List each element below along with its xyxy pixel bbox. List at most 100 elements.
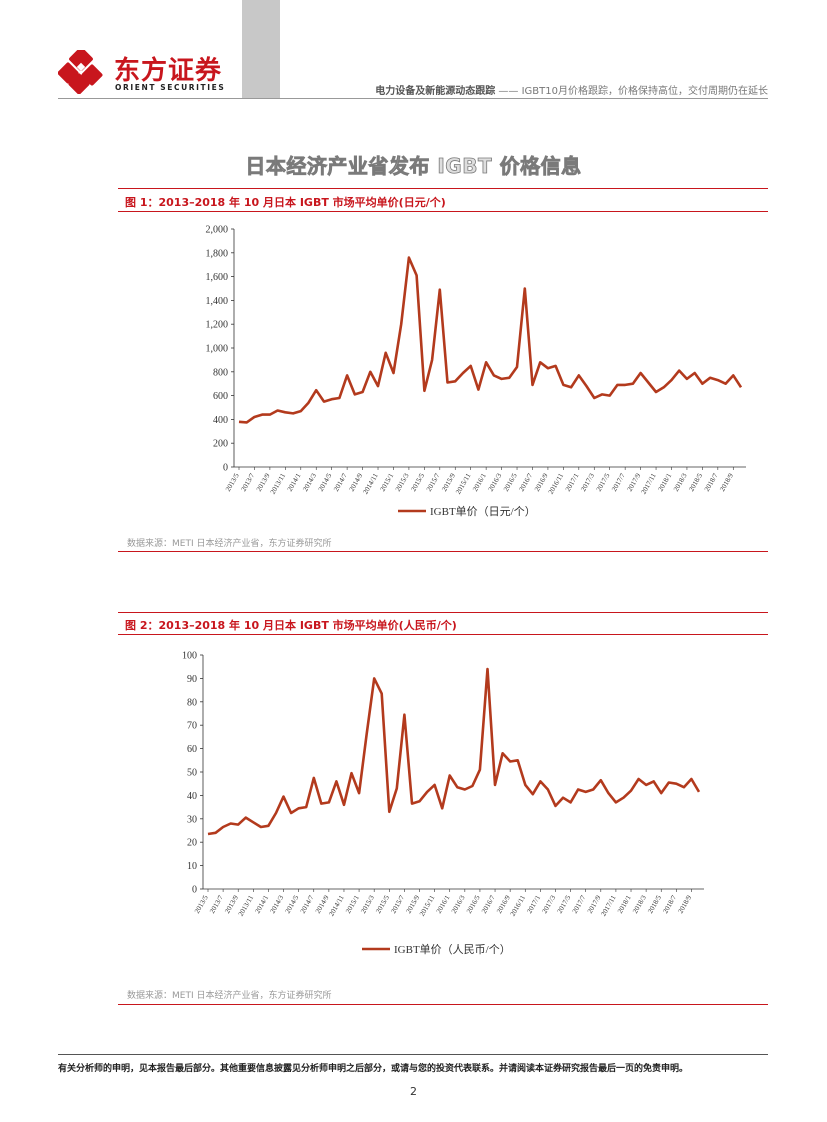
- chart2-x-tick-label: 2017/7: [571, 894, 588, 915]
- chart2-y-tick-label: 50: [187, 768, 197, 779]
- figure-1-title: 图 1：2013–2018 年 10 月日本 IGBT 市场平均单价(日元/个): [125, 196, 446, 209]
- chart1-data-point: [617, 384, 619, 386]
- chart2-x-tick-label: 2017/1: [525, 894, 542, 915]
- chart1-data-point: [570, 387, 572, 389]
- chart2-data-point: [351, 772, 353, 774]
- chart1-data-point: [601, 394, 603, 396]
- orient-securities-logo-icon: [58, 50, 103, 94]
- chart1-data-point: [285, 412, 287, 414]
- chart2-x-tick-label: 2015/3: [359, 894, 376, 915]
- chart2-x-tick-label: 2015/11: [418, 894, 437, 918]
- chart1-data-point: [717, 379, 719, 381]
- chart2-y-tick-label: 20: [187, 838, 197, 849]
- report-series: 电力设备及新能源动态跟踪: [375, 86, 496, 97]
- chart2-data-point: [283, 796, 285, 798]
- chart2-x-tick-label: 2018/1: [616, 894, 633, 915]
- chart1-data-point: [640, 372, 642, 374]
- chart2-series-line: [207, 667, 701, 836]
- chart2-data-point: [298, 808, 300, 810]
- chart1-y-tick-label: 800: [213, 367, 228, 378]
- chart1-data-point: [524, 288, 526, 290]
- chart2-y-tick-label: 40: [187, 791, 197, 802]
- chart1-x-tick-label: 2015/11: [454, 472, 473, 496]
- chart1-data-point: [516, 366, 518, 368]
- chart1-x-tick-label: 2017/5: [595, 472, 612, 493]
- chart2-y-tick-label: 10: [187, 861, 197, 872]
- chart2-data-point: [358, 792, 360, 794]
- chart2-x-tick-label: 2017/9: [586, 894, 603, 915]
- chart2-x-tick-label: 2017/5: [556, 894, 573, 915]
- chart1-x-tick-label: 2015/3: [394, 472, 411, 493]
- chart1-data-point: [269, 414, 271, 416]
- chart1-x-tick-label: 2015/1: [379, 472, 396, 493]
- chart2-data-point: [698, 791, 700, 793]
- figure-2-top-rule: [118, 612, 768, 613]
- chart1-data-point: [493, 375, 495, 377]
- chart1-data-point: [292, 413, 294, 415]
- chart2-data-point: [487, 668, 489, 670]
- chart2-data-point: [434, 784, 436, 786]
- chart2-data-point: [321, 803, 323, 805]
- chart1-data-point: [663, 387, 665, 389]
- chart1-y-tick-label: 2,000: [206, 225, 229, 236]
- chart2-data-point: [426, 791, 428, 793]
- chart1-data-point: [733, 375, 735, 377]
- chart1-data-point: [277, 410, 279, 412]
- chart2-data-point: [623, 797, 625, 799]
- chart2-legend-label: IGBT单价（人民币/个）: [394, 943, 511, 956]
- chart2-y-tick-label: 100: [182, 651, 197, 662]
- chart2-data-point: [464, 789, 466, 791]
- chart2-x-tick-label: 2015/9: [405, 894, 422, 915]
- chart1-data-point: [323, 401, 325, 403]
- chart2-x-tick-label: 2016/1: [435, 894, 452, 915]
- chart1-y-tick-label: 0: [223, 463, 228, 474]
- header-divider: [58, 98, 768, 99]
- chart2-data-point: [555, 805, 557, 807]
- chart1-data-point: [261, 414, 263, 416]
- chart2-data-point: [215, 832, 217, 834]
- chart2-data-point: [268, 825, 270, 827]
- chart2-data-point: [313, 777, 315, 779]
- chart1-data-point: [725, 383, 727, 385]
- chart2-x-tick-label: 2018/9: [677, 894, 694, 915]
- chart1-data-point: [648, 382, 650, 384]
- figure-1-title-rule: [118, 211, 768, 212]
- chart1-data-point: [454, 381, 456, 383]
- chart1-data-point: [393, 372, 395, 374]
- chart2-data-point: [638, 778, 640, 780]
- chart2-x-tick-label: 2017/11: [599, 894, 618, 918]
- chart2-data-point: [245, 817, 247, 819]
- chart2-data-point: [275, 812, 277, 814]
- chart2-data-point: [237, 824, 239, 826]
- chart1-data-point: [400, 323, 402, 325]
- chart2-data-point: [645, 784, 647, 786]
- chart2-data-point: [479, 769, 481, 771]
- chart2-data-point: [570, 802, 572, 804]
- chart2-x-tick-label: 2015/7: [389, 894, 406, 915]
- chart2-x-tick-label: 2017/3: [541, 894, 558, 915]
- chart1-x-tick-label: 2016/5: [502, 472, 519, 493]
- chart2-data-point: [260, 826, 262, 828]
- chart1-data-point: [547, 367, 549, 369]
- logo-chinese-name: 东方证券: [114, 56, 223, 86]
- chart1-data-point: [354, 394, 356, 396]
- chart1-x-tick-label: 2014/7: [332, 472, 349, 493]
- chart2-data-point: [509, 761, 511, 763]
- chart2-data-point: [441, 808, 443, 810]
- chart1-x-tick-label: 2016/9: [533, 472, 550, 493]
- figure-2-title-rule: [118, 634, 768, 635]
- chart1-x-tick-label: 2018/5: [687, 472, 704, 493]
- chart1-y-tick-label: 600: [213, 391, 228, 402]
- chart2-data-point: [547, 789, 549, 791]
- chart1-x-tick-label: 2018/3: [672, 472, 689, 493]
- chart1-y-tick-label: 1,800: [206, 248, 229, 259]
- report-header: 电力设备及新能源动态跟踪 —— IGBT10月价格跟踪，价格保持高位，交付周期仍…: [375, 82, 768, 97]
- chart1-data-point: [346, 375, 348, 377]
- chart1-data-point: [694, 372, 696, 374]
- chart2-data-point: [683, 786, 685, 788]
- chart2-x-tick-label: 2018/5: [646, 894, 663, 915]
- chart1-data-point: [485, 362, 487, 364]
- chart1-data-point: [439, 289, 441, 291]
- chart1-x-tick-label: 2013/7: [240, 472, 257, 493]
- chart2-data-point: [290, 812, 292, 814]
